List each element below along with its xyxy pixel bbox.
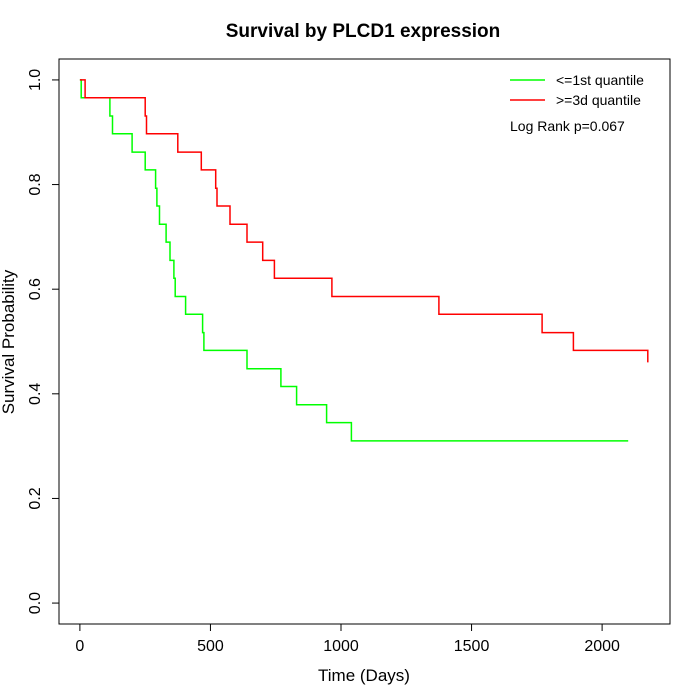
- chart-title: Survival by PLCD1 expression: [226, 21, 501, 42]
- x-tick-label: 1000: [323, 638, 359, 655]
- x-tick-label: 0: [75, 638, 84, 655]
- legend-label: <=1st quantile: [556, 72, 644, 88]
- x-tick-label: 500: [197, 638, 224, 655]
- x-tick-label: 1500: [454, 638, 490, 655]
- y-axis-label: Survival Probability: [0, 269, 18, 414]
- y-tick-label: 0.6: [27, 278, 44, 300]
- y-tick-label: 0.8: [27, 173, 44, 195]
- y-tick-label: 0.2: [27, 487, 44, 509]
- x-axis-label: Time (Days): [318, 666, 410, 685]
- x-tick-label: 2000: [584, 638, 620, 655]
- legend: <=1st quantile >=3d quantile: [510, 72, 644, 108]
- y-tick-label: 0.0: [27, 592, 44, 614]
- plot-frame: [58, 58, 671, 625]
- y-axis: 0.0 0.2 0.4 0.6 0.8 1.0: [27, 69, 60, 614]
- series-line: [79, 79, 629, 442]
- series-line: [79, 79, 649, 363]
- x-axis: 0 500 1000 1500 2000: [75, 623, 620, 655]
- survival-curves: [79, 79, 649, 442]
- log-rank-annotation: Log Rank p=0.067: [510, 118, 625, 134]
- y-tick-label: 0.4: [27, 383, 44, 405]
- legend-label: >=3d quantile: [556, 92, 641, 108]
- y-tick-label: 1.0: [27, 69, 44, 91]
